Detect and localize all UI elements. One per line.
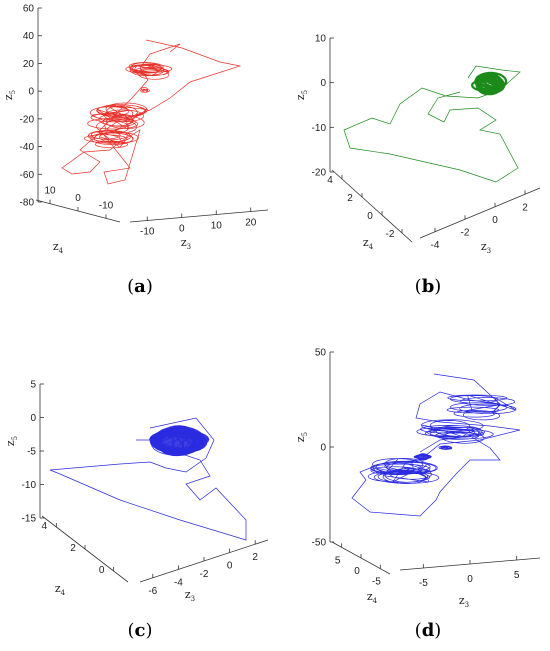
trajectory-line <box>49 417 247 541</box>
x-tick-label: 0 <box>492 215 498 226</box>
x-tick-label: 0 <box>467 574 473 585</box>
z-tick-label: 5 <box>30 380 36 391</box>
y-tick-label: 4 <box>327 175 333 186</box>
y-tick-label: 0 <box>75 193 81 204</box>
z-tick-label: -50 <box>312 538 327 549</box>
z-tick-label: -80 <box>20 198 35 209</box>
attractor-loops <box>150 429 202 456</box>
attractor-loops <box>413 453 433 461</box>
y-axis-line <box>331 169 413 243</box>
z-tick-label: -10 <box>22 480 37 491</box>
attractor-loops <box>438 445 453 450</box>
y-tick-label: 2 <box>70 543 76 554</box>
y-tick-label: -5 <box>372 577 381 588</box>
y-tick-label: 0 <box>367 211 373 222</box>
z-tick-label: -20 <box>20 114 35 125</box>
panel-caption: (d) <box>415 620 442 641</box>
x-tick-label: -4 <box>431 240 440 251</box>
z-tick-label: 10 <box>315 34 327 45</box>
z-tick-label: 0 <box>320 443 326 454</box>
y-tick-label: 0 <box>99 565 105 576</box>
y-tick-label: 4 <box>42 521 48 532</box>
y-tick-label: 2 <box>347 193 353 204</box>
z-tick-label: -40 <box>20 142 35 153</box>
z-tick-label: 20 <box>23 59 35 70</box>
x-tick-label: -6 <box>148 586 157 597</box>
x-tick-label: -2 <box>200 569 209 580</box>
x-axis-label: z3 <box>459 594 469 609</box>
x-axis-label: z3 <box>481 240 491 255</box>
x-tick-label: -10 <box>140 227 155 238</box>
attractor-loops <box>140 87 150 93</box>
y-axis-label: z4 <box>53 240 64 255</box>
x-tick-label: -5 <box>419 578 428 589</box>
trajectory-line <box>351 373 521 517</box>
panel-a: 60 40 20 0 -20 -40 -60 -80 z5 10 0 -10 z4 -10 0 10 20 z3 (… <box>2 4 269 297</box>
panel-caption: (c) <box>127 620 152 641</box>
attractor-loops <box>83 130 139 149</box>
x-axis-label: z3 <box>185 588 195 603</box>
attractor-loops <box>416 419 494 444</box>
z-tick-label: -10 <box>312 123 327 134</box>
y-axis-label: z4 <box>367 590 378 605</box>
y-axis-label: z4 <box>363 236 374 251</box>
z-tick-label: 60 <box>23 4 35 15</box>
z-tick-label: -5 <box>27 447 36 458</box>
y-tick-label: -10 <box>99 200 114 211</box>
panel-caption: (b) <box>415 276 442 297</box>
attractor-loops <box>125 62 173 80</box>
z-tick-label: 40 <box>23 31 35 42</box>
attractor-loops <box>367 458 440 484</box>
x-axis-label: z3 <box>181 236 191 251</box>
z-tick-label: 0 <box>30 413 36 424</box>
attractor-loops <box>446 394 517 421</box>
x-tick-label: 2 <box>522 202 528 213</box>
z-axis-label: z5 <box>294 432 309 442</box>
x-axis-line <box>419 187 541 239</box>
x-tick-label: 2 <box>252 552 258 563</box>
z-tick-label: 0 <box>320 78 326 89</box>
x-tick-label: 0 <box>227 561 233 572</box>
y-tick-label: -2 <box>386 229 395 240</box>
x-tick-label: 20 <box>245 218 257 229</box>
x-tick-label: -4 <box>174 577 183 588</box>
y-axis-label: z4 <box>55 582 66 597</box>
z-axis-label: z5 <box>294 90 309 100</box>
attractor-loops <box>480 81 498 95</box>
x-axis-line <box>129 209 269 223</box>
z-tick-label: 50 <box>315 348 327 359</box>
panel-caption: (a) <box>127 276 153 297</box>
x-tick-label: 10 <box>211 221 223 232</box>
x-tick-label: 0 <box>179 224 185 235</box>
z-axis-label: z5 <box>2 90 17 100</box>
z-axis-label: z5 <box>4 436 19 446</box>
z-tick-label: 0 <box>28 87 34 98</box>
x-tick-label: 5 <box>514 570 520 581</box>
panel-c: 5 0 -5 -10 -15 z5 4 2 0 z4 -6 -4 -2 0 2 z3 (c) <box>4 380 269 641</box>
attractor-loops <box>470 71 508 96</box>
attractor-loops <box>87 102 148 134</box>
trajectory-line <box>61 39 242 185</box>
y-tick-label: 0 <box>354 566 360 577</box>
z-tick-label: -60 <box>20 170 35 181</box>
x-tick-label: -2 <box>461 227 470 238</box>
z-tick-label: -20 <box>312 168 327 179</box>
z-tick-label: -15 <box>22 514 37 525</box>
y-tick-label: 10 <box>44 186 56 197</box>
y-tick-label: 5 <box>335 555 341 566</box>
